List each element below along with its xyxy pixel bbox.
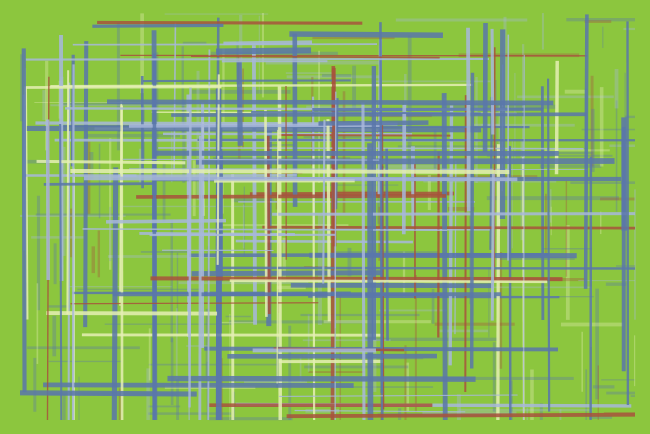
vertical-stroke (264, 109, 268, 317)
horizontal-stroke (308, 295, 560, 299)
vertical-stroke (454, 160, 457, 335)
horizontal-stroke (290, 282, 493, 289)
horizontal-stroke (70, 169, 510, 174)
horizontal-stroke (218, 266, 636, 270)
vertical-stroke (441, 93, 448, 421)
vertical-stroke (188, 87, 192, 408)
horizontal-stroke (26, 125, 482, 133)
vertical-stroke (173, 22, 177, 171)
horizontal-stroke (122, 158, 380, 161)
horizontal-stroke (195, 158, 615, 165)
horizontal-stroke (97, 20, 363, 25)
horizontal-stroke (190, 55, 440, 59)
vertical-stroke (251, 45, 257, 325)
vertical-stroke (523, 54, 525, 421)
vertical-stroke (448, 105, 454, 366)
vertical-stroke (71, 64, 75, 421)
horizontal-stroke (229, 279, 548, 284)
horizontal-stroke (294, 409, 466, 413)
horizontal-stroke (272, 212, 636, 216)
horizontal-stroke (216, 47, 312, 55)
vertical-stroke (59, 123, 63, 421)
vertical-stroke (469, 72, 475, 369)
horizontal-stroke (43, 382, 354, 388)
horizontal-stroke (191, 270, 383, 277)
vertical-stroke (334, 91, 337, 329)
horizontal-stroke (143, 79, 351, 83)
horizontal-stroke (136, 194, 447, 199)
horizontal-stroke (107, 99, 554, 106)
horizontal-stroke (92, 23, 224, 28)
vertical-stroke (583, 14, 589, 289)
vertical-stroke (276, 129, 279, 384)
horizontal-stroke (83, 176, 518, 182)
horizontal-stroke (279, 394, 518, 397)
horizontal-stroke (286, 412, 636, 419)
plaid-strokes (19, 12, 636, 421)
vertical-stroke (66, 70, 70, 315)
horizontal-stroke (25, 85, 222, 89)
horizontal-stroke (289, 31, 443, 38)
vertical-stroke (266, 135, 271, 314)
horizontal-stroke (150, 276, 563, 282)
horizontal-stroke (36, 159, 186, 165)
vertical-stroke (379, 22, 384, 394)
horizontal-stroke (82, 228, 448, 232)
horizontal-stroke (262, 225, 636, 230)
horizontal-stroke (43, 182, 153, 186)
horizontal-stroke (318, 120, 429, 126)
vertical-stroke (331, 67, 337, 247)
vertical-stroke (490, 173, 495, 321)
vertical-stroke (45, 119, 50, 280)
vertical-stroke (277, 86, 282, 421)
vertical-stroke (490, 28, 495, 135)
vertical-stroke (546, 78, 551, 412)
horizontal-stroke (167, 375, 476, 382)
vertical-stroke (361, 102, 366, 421)
vertical-stroke (466, 27, 471, 212)
vertical-stroke (322, 119, 326, 284)
vertical-stroke (464, 95, 467, 392)
horizontal-stroke (251, 110, 481, 115)
horizontal-stroke (19, 390, 197, 397)
horizontal-stroke (106, 218, 227, 224)
vertical-stroke (21, 48, 27, 393)
vertical-stroke (326, 119, 331, 322)
vertical-stroke (554, 60, 559, 175)
horizontal-stroke (129, 168, 588, 170)
horizontal-stroke (223, 40, 313, 46)
horizontal-stroke (25, 57, 489, 61)
vertical-stroke (198, 135, 202, 421)
horizontal-stroke (249, 191, 454, 196)
horizontal-stroke (171, 112, 587, 117)
